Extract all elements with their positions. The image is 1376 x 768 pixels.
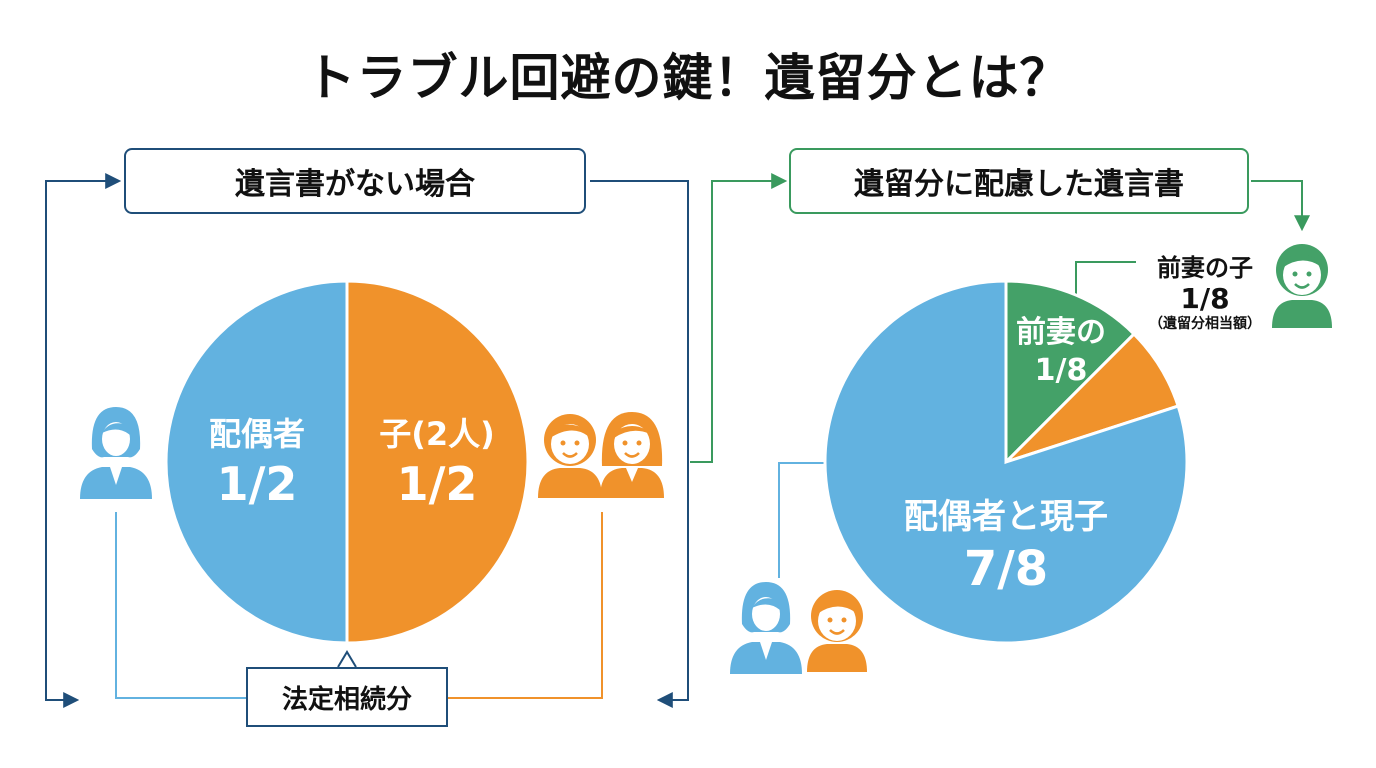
no-will-header-box: 遺言書がない場合 (124, 148, 586, 214)
left-pie-slice-0 (164, 279, 349, 645)
right-pie-chart (823, 279, 1189, 645)
ex-child-callout: 前妻の子 1/8 （遺留分相当額） (1149, 253, 1261, 333)
right-pie-slice-2 (823, 279, 1189, 645)
slice-label-spouse-and-child: 配偶者と現子 7/8 (904, 496, 1108, 600)
child-icon (600, 412, 664, 498)
slice-value: 1/8 (1034, 353, 1088, 388)
spouse-icon (80, 407, 152, 499)
children-connector (448, 512, 603, 699)
spouse-connector (115, 512, 246, 699)
left-bracket-arrow (45, 173, 122, 708)
slice-label-spouse: 配偶者 1/2 (209, 413, 305, 513)
slice-value: 1/2 (216, 457, 298, 511)
considered-will-header: 遺留分に配慮した遺言書 (854, 167, 1184, 202)
left-pie-slice-1 (345, 279, 530, 645)
slice-name: 前妻の (1016, 315, 1106, 350)
legal-share-box: 法定相続分 (246, 667, 448, 727)
page-title: トラブル回避の鍵！遺留分とは？ (305, 49, 1071, 107)
right-bracket-arrow (590, 180, 689, 708)
child-icon (538, 414, 602, 498)
legal-box-pointer (337, 650, 357, 668)
slice-label-ex-child: 前妻の 1/8 (1016, 314, 1106, 390)
left-pie-chart (164, 279, 530, 645)
slice-value: 1/2 (396, 457, 478, 511)
spouse-child-connector (778, 462, 830, 578)
no-will-header: 遺言書がない場合 (235, 167, 475, 202)
current-child-icon (807, 590, 867, 672)
to-right-panel-arrow (690, 173, 788, 463)
considered-will-header-box: 遺留分に配慮した遺言書 (789, 148, 1249, 214)
slice-label-children: 子(2人) 1/2 (379, 413, 495, 513)
callout-title: 前妻の子 (1157, 254, 1253, 282)
legal-share-label: 法定相続分 (281, 684, 412, 715)
slice-name: 子(2人) (379, 415, 495, 453)
ex-wife-child-icon (1272, 244, 1332, 328)
right-pie-slice-0 (1004, 279, 1137, 466)
slice-value: 7/8 (963, 541, 1049, 597)
spouse-icon (730, 582, 802, 674)
to-ex-child-arrow (1251, 180, 1310, 232)
callout-value: 1/8 (1180, 282, 1230, 315)
slice-name: 配偶者 (208, 415, 306, 453)
slice-name: 配偶者と現子 (904, 497, 1108, 537)
callout-note: （遺留分相当額） (1149, 316, 1261, 332)
